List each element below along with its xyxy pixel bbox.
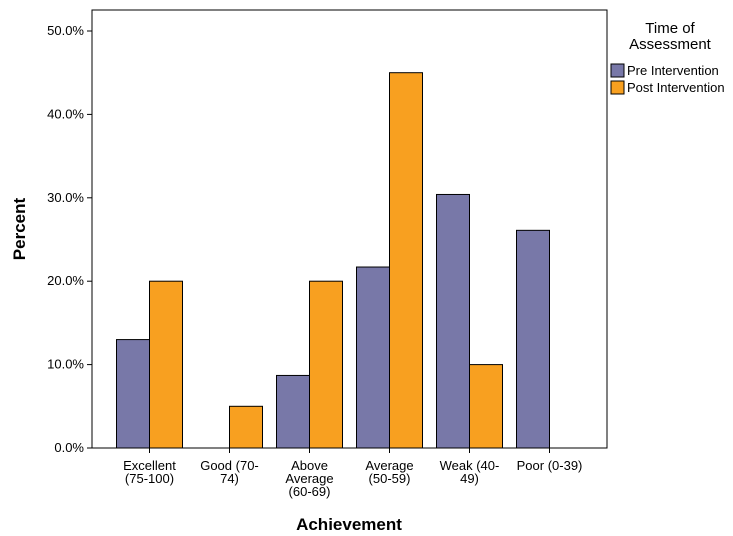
- x-tick-label: Weak (40-49): [440, 458, 500, 486]
- y-tick-label: 20.0%: [47, 273, 84, 288]
- legend-label: Pre Intervention: [627, 63, 719, 78]
- x-tick-label: Good (70-74): [200, 458, 259, 486]
- bar-pre-intervention: [276, 374, 310, 449]
- y-axis: 0.0% 10.0% 20.0% 30.0% 40.0% 50.0%: [47, 23, 92, 455]
- y-axis-title: Percent: [10, 197, 29, 260]
- bar-post-intervention: [149, 280, 183, 449]
- x-tick-label: Excellent (75-100): [123, 458, 176, 486]
- y-tick-label: 40.0%: [47, 106, 84, 121]
- x-tick-label: Average (50-59): [365, 458, 413, 486]
- legend-swatch: [610, 63, 625, 78]
- bar-pre-intervention: [436, 193, 470, 449]
- bar-pre-intervention: [516, 229, 550, 449]
- y-tick-label: 30.0%: [47, 190, 84, 205]
- legend-title: Time of Assessment: [629, 20, 712, 53]
- x-tick-label: Above Average (60-69): [285, 458, 333, 499]
- legend: Time of Assessment Pre Intervention Post In…: [610, 20, 725, 95]
- bar-pre-intervention: [116, 339, 150, 449]
- bar-post-intervention: [389, 72, 423, 449]
- x-axis-title: Achievement: [296, 515, 402, 534]
- y-tick-label: 10.0%: [47, 357, 84, 372]
- bar-pre-intervention: [356, 266, 390, 449]
- bar-post-intervention: [469, 364, 503, 449]
- bar-post-intervention: [229, 405, 263, 449]
- legend-label: Post Intervention: [627, 80, 725, 95]
- legend-swatch: [610, 80, 625, 95]
- y-tick-label: 0.0%: [54, 440, 84, 455]
- y-tick-label: 50.0%: [47, 23, 84, 38]
- bar-post-intervention: [309, 280, 343, 449]
- bars: [116, 72, 583, 449]
- x-axis: Excellent (75-100) Good (70-74) Above Averag…: [123, 448, 582, 499]
- x-tick-label: Poor (0-39): [517, 458, 583, 473]
